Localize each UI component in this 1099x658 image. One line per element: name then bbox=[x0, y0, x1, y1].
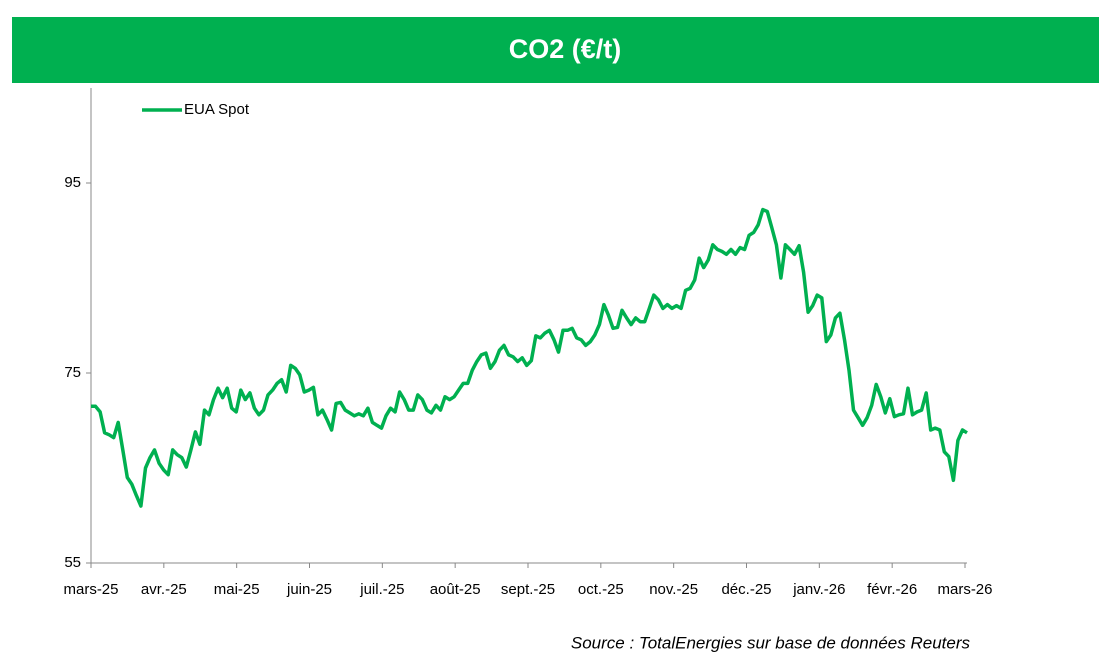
x-tick-label: févr.-26 bbox=[867, 581, 917, 598]
x-tick-label: déc.-25 bbox=[721, 581, 771, 598]
x-tick-label: juin-25 bbox=[286, 581, 332, 598]
x-tick-label: sept.-25 bbox=[501, 581, 555, 598]
title-bar bbox=[12, 17, 1099, 83]
source-note: Source : TotalEnergies sur base de donné… bbox=[571, 633, 971, 652]
x-tick-label: mai-25 bbox=[214, 581, 260, 598]
y-tick-label: 55 bbox=[64, 554, 81, 571]
x-tick-label: août-25 bbox=[430, 581, 481, 598]
x-tick-label: juil.-25 bbox=[359, 581, 404, 598]
data-line bbox=[91, 207, 968, 508]
x-tick-label: mars-25 bbox=[63, 581, 118, 598]
x-tick-label: nov.-25 bbox=[649, 581, 698, 598]
x-tick-label: janv.-26 bbox=[792, 581, 845, 598]
y-tick-label: 95 bbox=[64, 174, 81, 191]
x-tick-label: mars-26 bbox=[937, 581, 992, 598]
x-tick-label: avr.-25 bbox=[141, 581, 187, 598]
y-tick-label: 75 bbox=[64, 364, 81, 381]
x-tick-label: oct.-25 bbox=[578, 581, 624, 598]
chart-title: CO2 (€/t) bbox=[509, 34, 622, 64]
legend-label: EUA Spot bbox=[184, 101, 250, 118]
